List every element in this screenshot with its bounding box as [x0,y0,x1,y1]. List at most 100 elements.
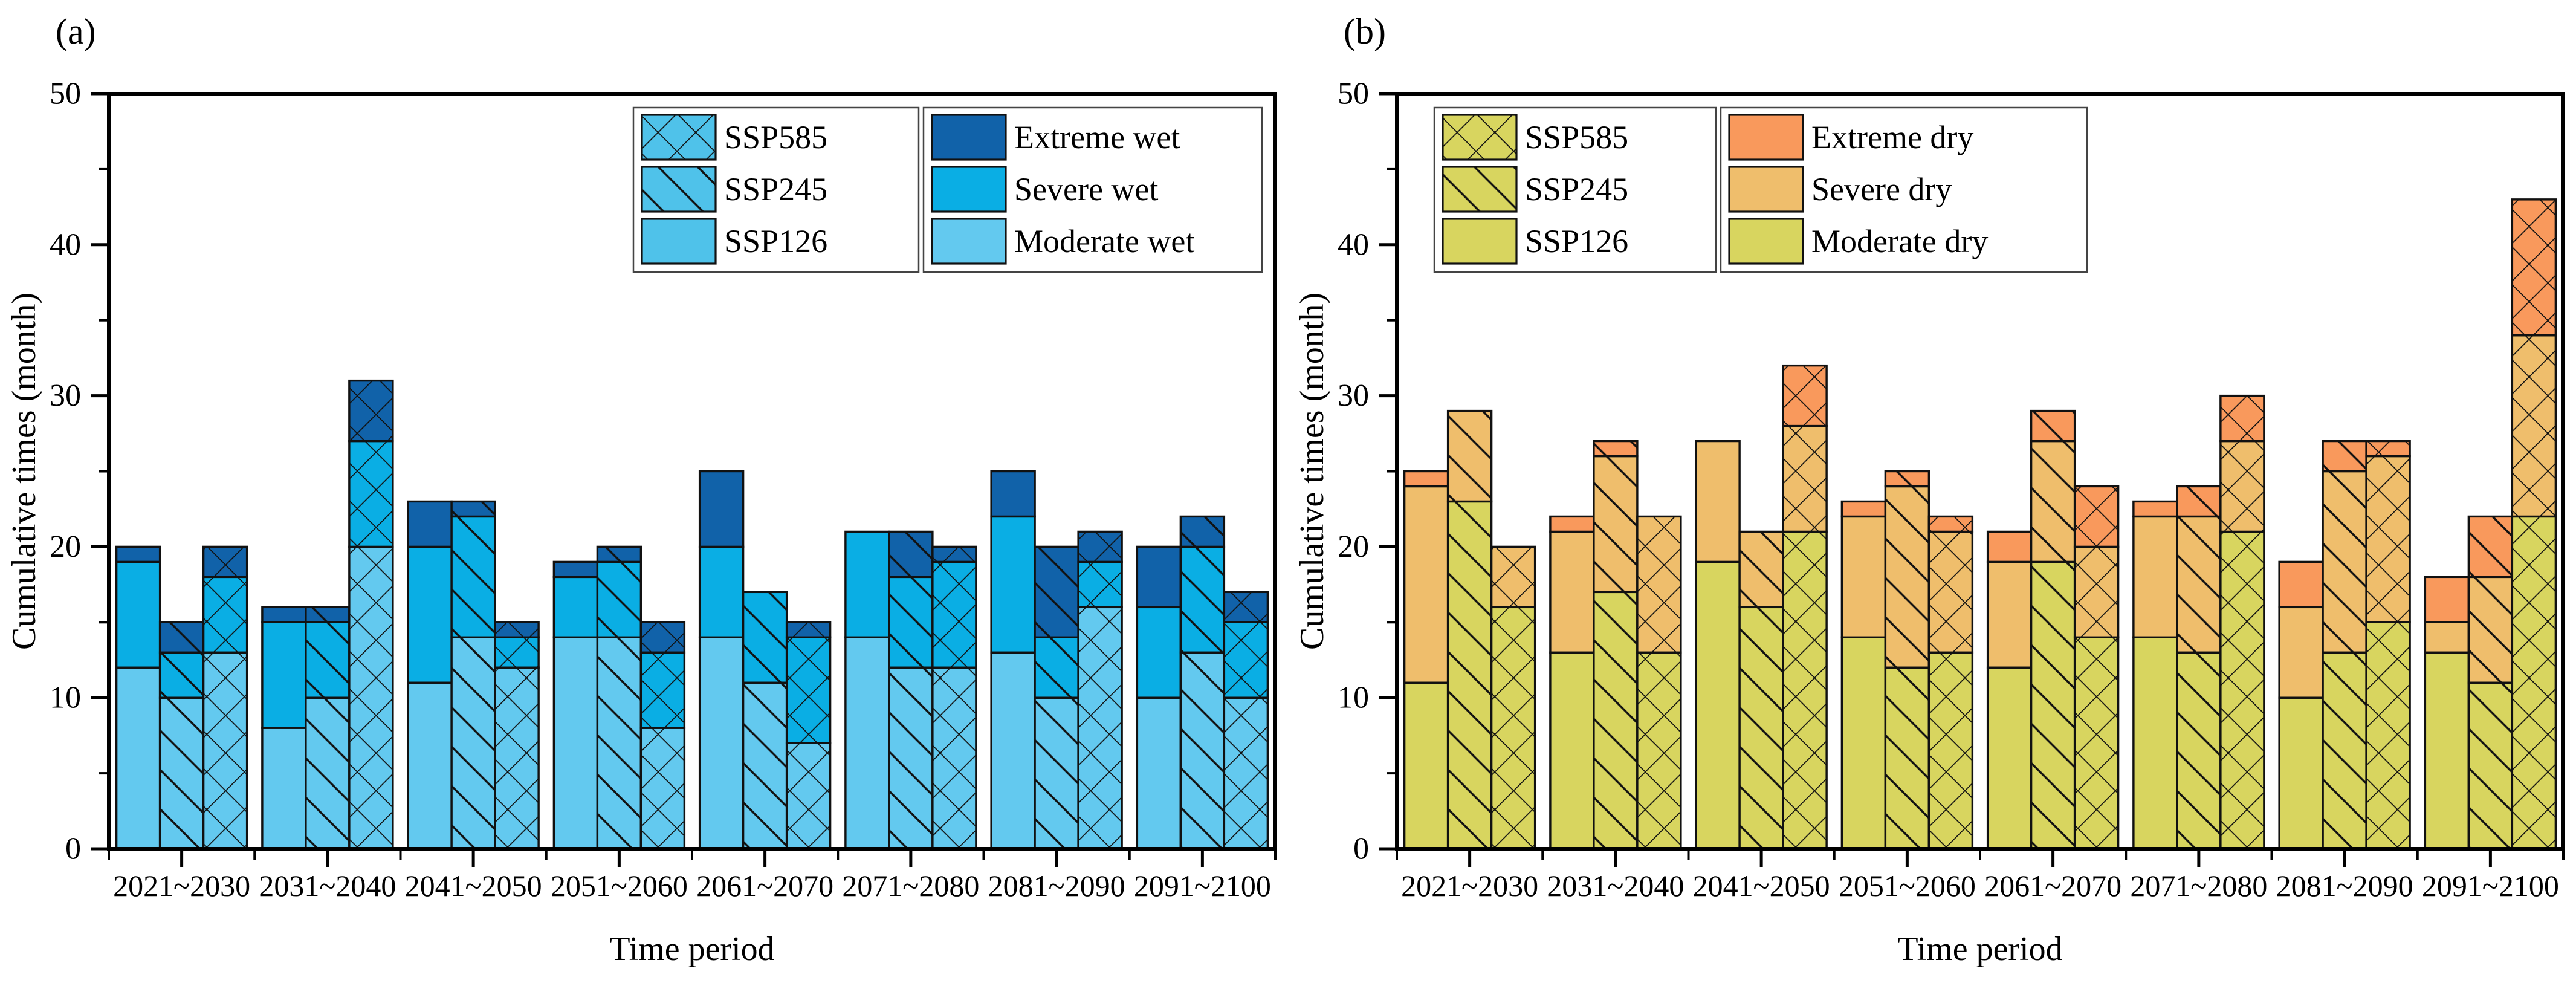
legend-label: Extreme dry [1811,119,1973,155]
bar-segment-hatch [1783,365,1827,426]
y-tick-label: 20 [50,530,81,564]
bar-segment-hatch [349,547,393,849]
x-axis: 2021~2030 2031~2040 2041~2050 2051~2060 2061… [108,849,1277,903]
y-tick-label: 50 [1338,77,1369,111]
y-tick-label: 40 [50,227,81,262]
bar-SSP585-2061~2070 [2073,485,2120,850]
bar-SSP126-2041~2050 [407,500,453,850]
bar-segment [698,545,745,638]
bar-segment-hatch [932,667,976,849]
category-label: 2051~2060 [551,869,688,903]
category-label: 2031~2040 [259,869,396,903]
bar-SSP245-2041~2050 [450,500,496,850]
bar-segment-hatch [160,622,204,653]
bar-segment [1403,470,1449,488]
bar-SSP585-2091~2100 [2511,198,2557,850]
bar-segment [2132,500,2178,518]
bar-segment-hatch [1637,516,1681,653]
legend-label: Moderate dry [1811,223,1988,259]
bar-segment-hatch [2366,622,2410,849]
bar-segment-hatch [1448,501,1492,849]
legend-label: SSP245 [1525,171,1628,207]
bar-SSP245-2071~2080 [2176,485,2222,850]
bar-segment [990,651,1036,850]
bar-segment-hatch [641,622,685,653]
bar-segment [2278,560,2324,609]
bar-SSP126-2091~2100 [1136,545,1182,850]
bar-SSP245-2051~2060 [1884,470,1930,850]
bar-segment-hatch [786,743,830,849]
bar-segment-hatch [932,547,976,562]
bar-segment [990,515,1036,654]
y-tick-label: 50 [50,77,81,111]
bar-segment-hatch [1224,592,1268,623]
bar-segment [698,470,745,548]
bar-SSP245-2081~2090 [1034,545,1079,850]
bar-SSP585-2081~2090 [2365,440,2411,850]
bar-segment [1403,485,1449,684]
bar-segment [2424,651,2470,850]
bar-segment-hatch [160,652,204,698]
bar-SSP585-2071~2080 [2219,394,2265,850]
category-label: 2071~2080 [2130,869,2267,903]
bar-segment-hatch [1180,547,1225,653]
bar-segment-hatch [641,728,685,849]
bar-segment-hatch [1885,471,1929,487]
bar-SSP245-2021~2030 [1446,409,1493,850]
bar-segment-hatch [597,547,641,562]
bar-segment [552,576,599,638]
y-tick-label: 40 [1338,227,1369,262]
bar-SSP245-2021~2030 [158,621,205,850]
bar-SSP126-2071~2080 [844,530,890,850]
bar-segment-hatch [1593,592,1637,849]
bar-segment [1840,515,1887,638]
bar-segment-hatch [495,637,539,668]
bar-segment [1403,681,1449,850]
bar-segment-hatch [349,380,393,441]
bar-SSP245-2081~2090 [2322,440,2367,850]
bar-segment-hatch [1448,410,1492,502]
bar-segment-hatch [1929,531,1973,653]
bar-segment-hatch [2176,486,2221,517]
bar-segment-hatch [2366,456,2410,623]
bar-SSP126-2091~2100 [2424,576,2470,850]
bar-segment-hatch [2031,410,2075,441]
bar-SSP245-2091~2100 [2467,515,2514,850]
category-label: 2021~2030 [1401,869,1538,903]
x-axis-title: Time period [609,930,774,968]
bar-segment-hatch [1078,562,1122,608]
bar-SSP585-2081~2090 [1077,530,1123,850]
bar-segment-hatch [2220,531,2264,849]
bar-segment-hatch [2366,441,2410,456]
panel-label: (a) [56,11,96,51]
bar-segment [1136,606,1182,699]
bar-segment [407,681,453,850]
category-label: 2091~2100 [1134,869,1271,903]
legend-label: SSP126 [724,223,827,259]
bar-segment-hatch [2074,547,2118,638]
legend-label: SSP126 [1525,223,1628,259]
bar-segment-hatch [2468,577,2513,683]
bar-segment-hatch [888,667,933,849]
bar-SSP585-2031~2040 [1636,515,1682,850]
y-tick-label: 10 [50,681,81,715]
bar-segment-hatch [1078,531,1122,562]
bar-segment-hatch [2468,516,2513,577]
bar-segment [2424,621,2470,654]
category-label: 2041~2050 [1693,869,1830,903]
bar-segment-hatch [160,698,204,849]
bar-segment [552,560,599,579]
bar-SSP126-2051~2060 [552,560,599,850]
bar-segment-hatch [1783,426,1827,532]
bar-segment-hatch [1929,516,1973,532]
category-label: 2071~2080 [842,869,979,903]
bar-segment-hatch [349,441,393,547]
bar-segment-hatch [2074,637,2118,849]
bar-segment-hatch [1593,456,1637,592]
bar-segment-hatch [451,501,496,517]
bar-segment-hatch [1885,667,1929,849]
bar-SSP126-2031~2040 [1549,515,1595,850]
bar-segment-hatch [888,577,933,668]
bar-segment [1840,500,1887,518]
category-label: 2031~2040 [1547,869,1684,903]
